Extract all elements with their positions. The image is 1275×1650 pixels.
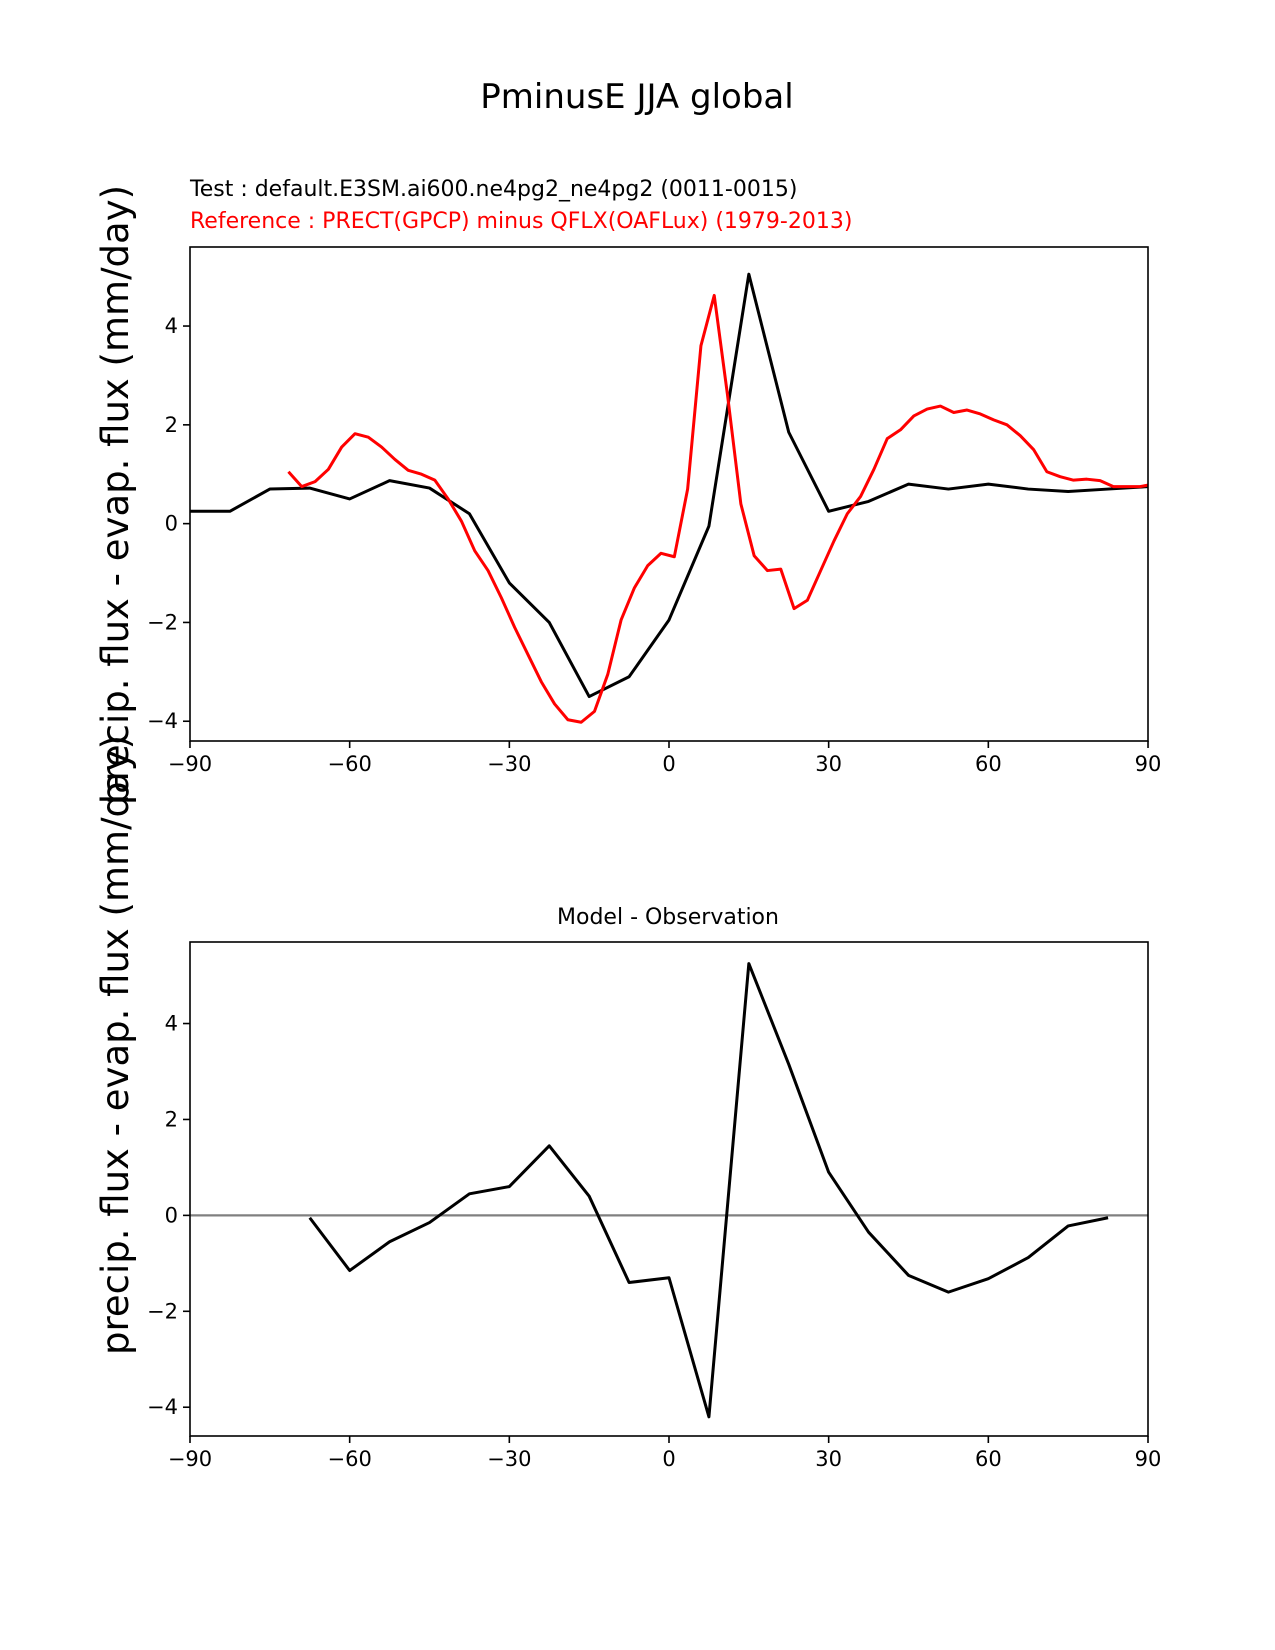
y-tick-label: −4	[147, 1395, 178, 1419]
y-tick-label: 0	[165, 1203, 178, 1227]
y-axis-label-bottom: precip. flux - evap. flux (mm/day)	[94, 735, 137, 1355]
x-tick-label: −90	[168, 752, 212, 776]
y-tick-label: 2	[165, 413, 178, 437]
y-tick-label: 4	[165, 1012, 178, 1036]
y-tick-label: −2	[147, 1299, 178, 1323]
y-tick-label: 4	[165, 314, 178, 338]
diff-panel-title: Model - Observation	[557, 905, 779, 930]
x-tick-label: −30	[487, 1447, 531, 1471]
x-tick-label: 90	[1135, 752, 1162, 776]
figure-title: PminusE JJA global	[480, 77, 793, 117]
x-tick-label: 30	[815, 1447, 842, 1471]
x-tick-label: −60	[328, 752, 372, 776]
x-tick-label: −60	[328, 1447, 372, 1471]
x-tick-label: 60	[975, 1447, 1002, 1471]
reference-label: Reference : PRECT(GPCP) minus QFLX(OAFLu…	[190, 209, 852, 234]
y-tick-label: −2	[147, 610, 178, 634]
x-tick-label: 30	[815, 752, 842, 776]
series-line-reference	[287, 293, 1149, 724]
axes-frame	[189, 941, 1149, 1437]
series-line-test	[190, 272, 1149, 699]
x-tick-label: 90	[1135, 1447, 1162, 1471]
test-label: Test : default.E3SM.ai600.ne4pg2_ne4pg2 …	[189, 177, 797, 202]
x-tick-label: 0	[662, 752, 675, 776]
y-tick-label: 2	[165, 1107, 178, 1131]
x-tick-label: −30	[487, 752, 531, 776]
y-tick-label: −4	[147, 709, 178, 733]
x-tick-label: 60	[975, 752, 1002, 776]
series-line-model-observation	[308, 962, 1109, 1419]
y-axis-label-top: precip. flux - evap. flux (mm/day)	[94, 185, 137, 805]
y-tick-label: 0	[165, 512, 178, 536]
x-tick-label: 0	[662, 1447, 675, 1471]
x-tick-label: −90	[168, 1447, 212, 1471]
difference-panel: −90 −60 −30 0 30 60 90 −4 −2 0 2 4	[147, 941, 1162, 1471]
top-panel: −90 −60 −30 0 30 60 90 −4 −2 0 2 4	[147, 246, 1162, 776]
